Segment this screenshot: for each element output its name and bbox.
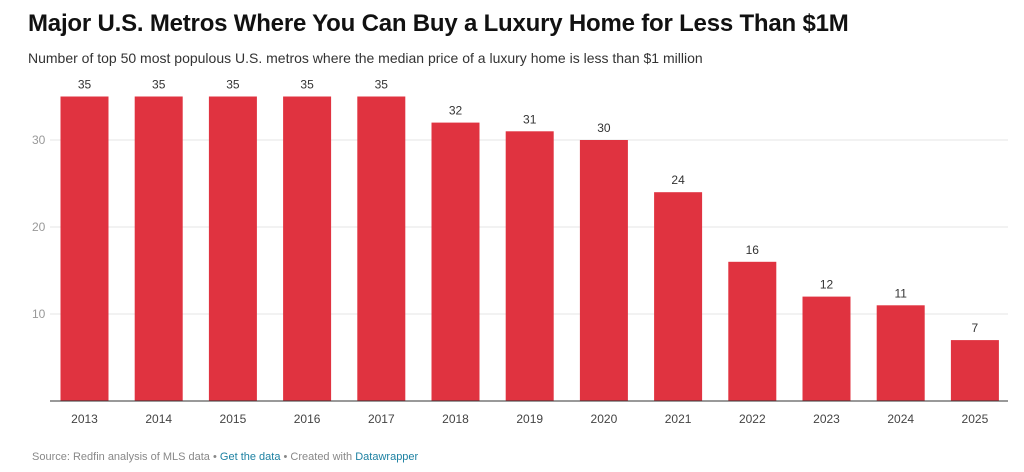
x-tick-label: 2023: [813, 412, 840, 426]
x-axis-ticks: 2013 2014 2015 2016 2017 2018 2019 2020 2021 2022…: [71, 412, 988, 426]
value-label: 35: [375, 78, 389, 92]
bar-2014: [134, 96, 183, 401]
bar-2016: [283, 96, 332, 401]
x-tick-label: 2019: [516, 412, 543, 426]
value-labels: 35 35 35 35 35 32 31 30 24 16 12 11 7: [78, 78, 979, 336]
bar-2013: [60, 96, 109, 401]
get-the-data-link[interactable]: Get the data: [219, 451, 281, 463]
x-tick-label: 2016: [294, 412, 321, 426]
footer-separator: • Created with: [280, 451, 356, 463]
x-tick-label: 2018: [442, 412, 469, 426]
x-tick-label: 2017: [368, 412, 395, 426]
bar-2021: [654, 192, 703, 401]
bar-2020: [579, 140, 628, 401]
value-label: 35: [226, 78, 240, 92]
value-label: 24: [671, 173, 685, 187]
bar-2015: [208, 96, 257, 401]
x-tick-label: 2013: [71, 412, 98, 426]
footer: Source: Redfin analysis of MLS data • Ge…: [32, 451, 418, 463]
value-label: 32: [449, 104, 463, 118]
bar-2025: [950, 340, 999, 401]
value-label: 11: [894, 286, 907, 300]
bar-2024: [876, 305, 925, 401]
x-tick-label: 2021: [665, 412, 692, 426]
y-axis-ticks: 10 20 30: [32, 133, 46, 321]
y-tick-label: 10: [32, 307, 46, 321]
bar-2023: [802, 296, 851, 401]
value-label: 7: [972, 321, 979, 335]
x-tick-label: 2022: [739, 412, 766, 426]
chart-subtitle: Number of top 50 most populous U.S. metr…: [28, 50, 703, 66]
value-label: 31: [523, 112, 537, 126]
footer-separator: •: [209, 451, 220, 463]
bar-2019: [505, 131, 554, 402]
chart-title: Major U.S. Metros Where You Can Buy a Lu…: [28, 10, 849, 37]
x-tick-label: 2024: [887, 412, 914, 426]
x-tick-label: 2020: [591, 412, 618, 426]
value-label: 35: [78, 78, 92, 92]
source-note: Source: Redfin analysis of MLS data: [32, 451, 210, 463]
x-tick-label: 2014: [145, 412, 172, 426]
bar-2018: [431, 122, 480, 401]
bars: [60, 96, 999, 402]
value-label: 30: [597, 121, 611, 135]
y-tick-label: 20: [32, 220, 46, 234]
bar-2017: [357, 96, 406, 401]
datawrapper-link[interactable]: Datawrapper: [355, 451, 419, 463]
value-label: 12: [820, 278, 834, 292]
y-tick-label: 30: [32, 133, 46, 147]
value-label: 35: [300, 78, 314, 92]
value-label: 16: [746, 243, 760, 257]
bar-2022: [728, 261, 777, 401]
x-tick-label: 2015: [220, 412, 247, 426]
x-tick-label: 2025: [962, 412, 989, 426]
value-label: 35: [152, 78, 166, 92]
